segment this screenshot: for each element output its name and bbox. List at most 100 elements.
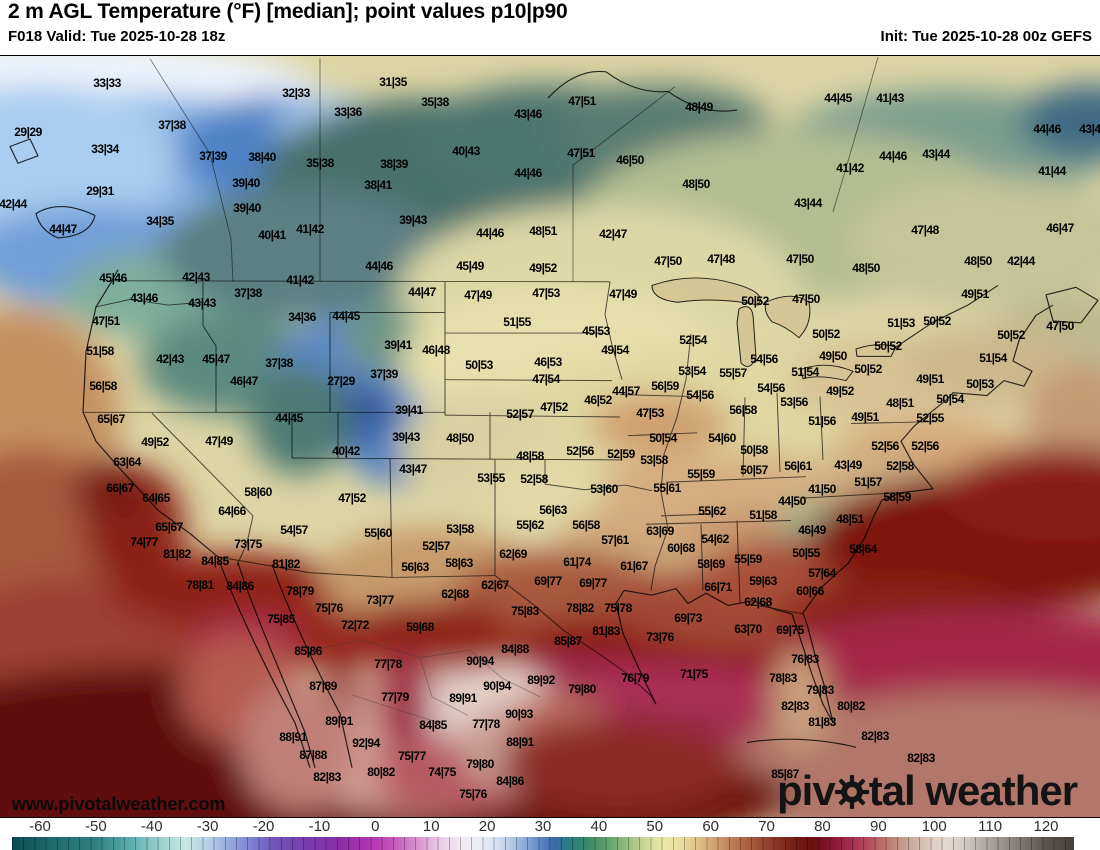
point-value: 43|44 (922, 147, 950, 161)
point-value: 51|54 (791, 365, 819, 379)
point-value: 69|75 (776, 623, 804, 637)
point-value: 80|82 (367, 765, 395, 779)
point-value: 52|56 (566, 444, 594, 458)
colorbar-tick: -60 (29, 818, 51, 835)
colorbar-tick: 0 (371, 818, 380, 835)
point-value: 69|73 (674, 611, 702, 625)
point-value: 66|67 (106, 481, 134, 495)
point-value: 42|47 (599, 227, 627, 241)
point-value: 38|41 (364, 178, 392, 192)
coastlines (9, 70, 1099, 768)
point-value: 64|66 (218, 504, 246, 518)
colorbar-gradient (12, 837, 1074, 850)
point-value: 44|57 (612, 384, 640, 398)
point-value: 52|57 (506, 407, 534, 421)
point-value: 87|89 (309, 679, 337, 693)
point-value: 29|29 (14, 125, 42, 139)
point-value: 81|82 (272, 557, 300, 571)
point-value: 47|54 (532, 372, 560, 386)
point-value: 50|58 (740, 443, 768, 457)
point-value: 45|46 (99, 271, 127, 285)
point-value: 53|58 (640, 453, 668, 467)
point-value: 50|52 (741, 294, 769, 308)
point-value: 62|67 (481, 578, 509, 592)
point-value: 75|77 (398, 749, 426, 763)
point-value: 46|48 (422, 343, 450, 357)
point-value: 47|49 (464, 288, 492, 302)
point-value: 37|38 (158, 118, 186, 132)
point-value: 54|56 (686, 388, 714, 402)
point-value: 48|50 (682, 177, 710, 191)
point-value: 55|57 (719, 366, 747, 380)
colorbar-tick: -40 (140, 818, 163, 835)
point-value: 47|52 (338, 491, 366, 505)
map-canvas[interactable]: 33|33 29|29 37|38 33|34 37|39 38|40 39|40 29|31… (0, 55, 1100, 818)
point-value: 42|44 (0, 197, 27, 211)
point-value: 51|54 (979, 351, 1007, 365)
point-value: 49|54 (601, 343, 629, 357)
point-value: 54|62 (701, 532, 729, 546)
point-value: 75|76 (315, 601, 343, 615)
point-value: 47|50 (786, 252, 814, 266)
point-value: 53|54 (678, 364, 706, 378)
point-value: 62|68 (441, 587, 469, 601)
point-value: 39|43 (399, 213, 427, 227)
point-value: 41|42 (296, 222, 324, 236)
point-value: 46|47 (230, 374, 258, 388)
point-value: 89|91 (449, 691, 477, 705)
point-value: 51|55 (503, 315, 531, 329)
point-value: 47|53 (532, 286, 560, 300)
colorbar-tick: 80 (814, 818, 831, 835)
point-value: 47|50 (654, 254, 682, 268)
point-value: 39|40 (232, 176, 260, 190)
colorbar-tick: 100 (921, 818, 947, 835)
point-value: 37|38 (234, 286, 262, 300)
point-value: 45|49 (456, 259, 484, 273)
point-value: 48|51 (886, 396, 914, 410)
map-title: 2 m AGL Temperature (°F) [median]; point… (8, 0, 568, 23)
point-value: 75|76 (459, 787, 487, 801)
point-value: 62|69 (499, 547, 527, 561)
point-value: 82|83 (907, 751, 935, 765)
point-value: 73|77 (366, 593, 394, 607)
colorbar-tick: 90 (869, 818, 887, 835)
point-value: 39|43 (392, 430, 420, 444)
point-value: 75|78 (604, 601, 632, 615)
point-value: 85|87 (554, 634, 582, 648)
point-value: 48|58 (516, 449, 544, 463)
point-value: 27|29 (327, 374, 355, 388)
point-value: 52|55 (916, 411, 944, 425)
point-value: 48|50 (446, 431, 474, 445)
point-value: 44|45 (332, 309, 360, 323)
point-value: 88|91 (279, 730, 307, 744)
point-value: 50|54 (936, 392, 964, 406)
point-value: 33|34 (91, 142, 119, 156)
point-value: 56|61 (784, 459, 812, 473)
point-value: 84|86 (226, 579, 254, 593)
point-value: 82|83 (313, 770, 341, 784)
point-value: 47|51 (568, 94, 596, 108)
point-value: 51|56 (808, 414, 836, 428)
point-value: 52|54 (679, 333, 707, 347)
point-value: 43|46 (130, 291, 158, 305)
point-value: 50|52 (812, 327, 840, 341)
point-value: 73|76 (646, 630, 674, 644)
point-value: 43|49 (834, 458, 862, 472)
point-value: 77|79 (381, 690, 409, 704)
point-value: 50|55 (792, 546, 820, 560)
point-value: 46|53 (534, 355, 562, 369)
point-value: 51|57 (854, 475, 882, 489)
point-value: 44|46 (476, 226, 504, 240)
point-value: 49|51 (961, 287, 989, 301)
point-value: 50|52 (854, 362, 882, 376)
point-value: 52|58 (886, 459, 914, 473)
point-value: 56|63 (539, 503, 567, 517)
canada-borders (149, 56, 879, 282)
colorbar-tick: 50 (646, 818, 664, 835)
point-value: 74|75 (428, 765, 456, 779)
point-value: 90|93 (505, 707, 533, 721)
point-value: 84|86 (496, 774, 524, 788)
point-value: 54|56 (750, 352, 778, 366)
point-value: 46|47 (1046, 221, 1074, 235)
point-value: 82|83 (861, 729, 889, 743)
